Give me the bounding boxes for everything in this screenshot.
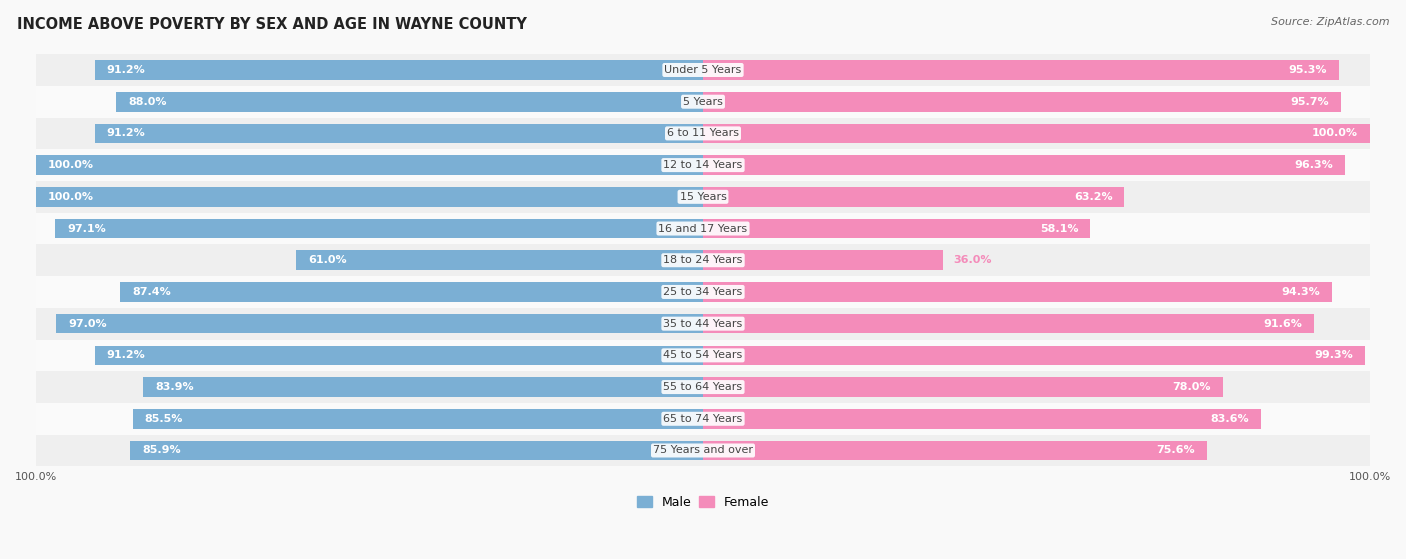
Bar [703,219,1091,238]
Bar [37,181,1369,212]
Text: 100.0%: 100.0% [1312,129,1358,139]
Text: Source: ZipAtlas.com: Source: ZipAtlas.com [1271,17,1389,27]
Text: 65 to 74 Years: 65 to 74 Years [664,414,742,424]
Bar [117,92,703,112]
Text: 5 Years: 5 Years [683,97,723,107]
Bar [703,187,1125,207]
Bar [143,377,703,397]
Bar [37,435,1369,466]
Text: 95.3%: 95.3% [1288,65,1326,75]
Text: 63.2%: 63.2% [1074,192,1112,202]
Text: 16 and 17 Years: 16 and 17 Years [658,224,748,234]
Text: 6 to 11 Years: 6 to 11 Years [666,129,740,139]
Legend: Male, Female: Male, Female [631,491,775,514]
Text: 55 to 64 Years: 55 to 64 Years [664,382,742,392]
Bar [55,219,703,238]
Bar [37,155,703,175]
Text: 18 to 24 Years: 18 to 24 Years [664,255,742,265]
Bar [37,86,1369,117]
Text: 99.3%: 99.3% [1315,350,1353,361]
Bar [37,403,1369,435]
Bar [37,117,1369,149]
Text: 88.0%: 88.0% [128,97,167,107]
Text: 75 Years and over: 75 Years and over [652,446,754,456]
Text: 85.5%: 85.5% [145,414,183,424]
Bar [94,124,703,143]
Bar [37,308,1369,339]
Bar [703,345,1365,365]
Bar [703,124,1369,143]
Bar [703,314,1313,334]
Text: 97.1%: 97.1% [67,224,107,234]
Bar [56,314,703,334]
Text: 91.2%: 91.2% [107,129,146,139]
Text: 12 to 14 Years: 12 to 14 Years [664,160,742,170]
Text: 85.9%: 85.9% [142,446,181,456]
Bar [94,345,703,365]
Text: 97.0%: 97.0% [67,319,107,329]
Text: 58.1%: 58.1% [1040,224,1078,234]
Text: 94.3%: 94.3% [1281,287,1320,297]
Text: 91.2%: 91.2% [107,350,146,361]
Bar [120,282,703,302]
Bar [703,282,1331,302]
Text: Under 5 Years: Under 5 Years [665,65,741,75]
Bar [37,187,703,207]
Bar [37,54,1369,86]
Bar [703,409,1261,429]
Text: 45 to 54 Years: 45 to 54 Years [664,350,742,361]
Text: 25 to 34 Years: 25 to 34 Years [664,287,742,297]
Bar [703,250,943,270]
Bar [37,149,1369,181]
Bar [703,155,1346,175]
Text: INCOME ABOVE POVERTY BY SEX AND AGE IN WAYNE COUNTY: INCOME ABOVE POVERTY BY SEX AND AGE IN W… [17,17,527,32]
Bar [37,244,1369,276]
Text: 100.0%: 100.0% [48,192,94,202]
Text: 35 to 44 Years: 35 to 44 Years [664,319,742,329]
Text: 78.0%: 78.0% [1173,382,1211,392]
Bar [94,60,703,80]
Text: 91.2%: 91.2% [107,65,146,75]
Text: 36.0%: 36.0% [953,255,991,265]
Text: 87.4%: 87.4% [132,287,172,297]
Bar [37,371,1369,403]
Bar [703,60,1339,80]
Text: 15 Years: 15 Years [679,192,727,202]
Text: 96.3%: 96.3% [1295,160,1333,170]
Text: 91.6%: 91.6% [1263,319,1302,329]
Bar [37,276,1369,308]
Bar [703,440,1208,460]
Bar [131,440,703,460]
Text: 75.6%: 75.6% [1157,446,1195,456]
Bar [297,250,703,270]
Bar [703,377,1223,397]
Bar [703,92,1341,112]
Text: 100.0%: 100.0% [48,160,94,170]
Bar [37,212,1369,244]
Text: 61.0%: 61.0% [308,255,347,265]
Bar [132,409,703,429]
Text: 95.7%: 95.7% [1291,97,1329,107]
Text: 83.6%: 83.6% [1211,414,1249,424]
Text: 83.9%: 83.9% [156,382,194,392]
Bar [37,339,1369,371]
